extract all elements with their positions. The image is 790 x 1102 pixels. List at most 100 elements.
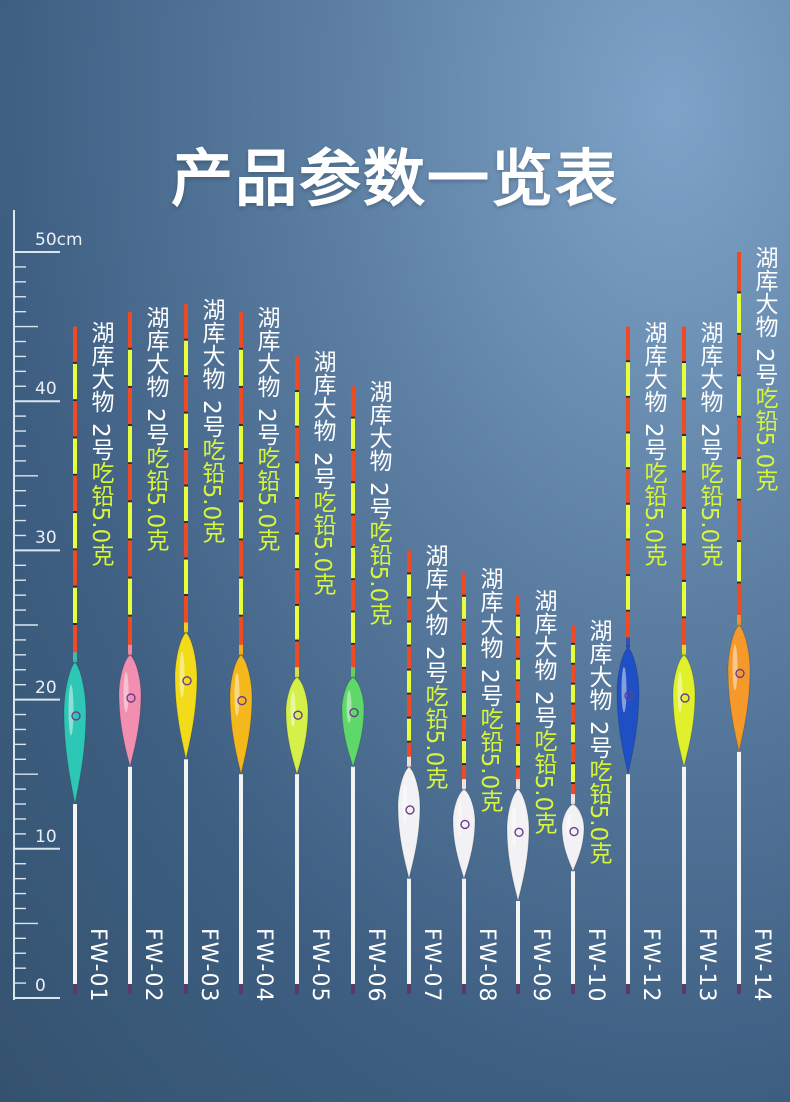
product-description: 湖库大物 2号吃铅5.0克	[365, 380, 391, 625]
float-tip-segment	[516, 638, 520, 660]
float-tip-segment	[184, 595, 188, 633]
float-tip-segment	[462, 668, 466, 693]
float-tip-segment	[184, 413, 188, 451]
float-tip-segment	[73, 438, 77, 476]
float-tip-ring	[626, 360, 630, 363]
spec-weight: 吃铅5.0克	[198, 437, 224, 544]
spec-weight: 吃铅5.0克	[585, 758, 611, 865]
float-stem-end	[407, 984, 411, 994]
float-tip-segment	[626, 504, 630, 541]
float-tip-segment	[128, 387, 132, 427]
float-tip-ring	[184, 593, 188, 596]
product-name: 湖库大物	[751, 246, 777, 338]
spec-weight: 吃铅5.0克	[640, 460, 666, 566]
float-tip-segment	[682, 581, 686, 619]
float-tip-ring	[351, 513, 355, 516]
float-stem-end	[184, 984, 188, 994]
float-tip-ring	[407, 620, 411, 623]
float-tip-segment	[737, 293, 741, 335]
float-body	[174, 631, 198, 760]
float-tip-segment	[295, 427, 299, 464]
float-tip-segment	[682, 618, 686, 655]
float-body	[118, 654, 142, 767]
float-fw-12	[616, 326, 640, 994]
float-tip-segment	[737, 542, 741, 584]
logo-mark	[293, 710, 303, 720]
float-tip-segment	[407, 550, 411, 575]
float-tip-ring	[571, 722, 575, 725]
float-tip-ring	[462, 618, 466, 621]
spec-weight: 吃铅5.0克	[309, 490, 335, 596]
float-tip-ring	[516, 722, 520, 725]
float-tip-segment	[239, 426, 243, 465]
float-fw-01	[63, 326, 87, 994]
float-stem	[626, 774, 630, 994]
float-tip-segment	[571, 664, 575, 685]
float-stem-end	[571, 984, 575, 994]
product-description: 湖库大物 2号吃铅5.0克	[198, 298, 224, 544]
product-spec: 2号吃铅5.0克	[309, 452, 335, 596]
float-tip-ring	[571, 742, 575, 745]
float-tip-segment	[626, 576, 630, 612]
float-fw-07	[397, 550, 421, 994]
float-fw-13	[672, 326, 696, 994]
float-tip-ring	[407, 644, 411, 647]
float-stem	[571, 871, 575, 994]
product-name: 湖库大物	[309, 350, 335, 443]
product-description: 湖库大物 2号吃铅5.0克	[640, 321, 666, 566]
float-tip-ring	[73, 623, 77, 625]
float-tip-segment	[351, 547, 355, 581]
product-model: FW-06	[363, 928, 388, 1003]
float-tip-segment	[516, 595, 520, 617]
float-tip-segment	[239, 616, 243, 655]
product-model: FW-02	[140, 928, 165, 1003]
float-tip-ring	[571, 662, 575, 665]
product-model: FW-01	[85, 928, 110, 1003]
float-tip-ring	[462, 739, 466, 742]
float-highlight	[234, 673, 240, 717]
float-tip-ring	[295, 390, 299, 393]
float-tip-ring	[571, 762, 575, 765]
float-tip-ring	[462, 715, 466, 718]
float-tip-segment	[737, 376, 741, 418]
spec-weight: 吃铅5.0克	[142, 445, 168, 551]
ruler-label: 30	[35, 528, 57, 549]
product-model: FW-10	[583, 928, 608, 1003]
spec-size: 2号	[476, 668, 502, 707]
float-tip-ring	[128, 614, 132, 617]
product-name: 湖库大物	[585, 619, 611, 711]
float-body	[672, 654, 696, 767]
spec-weight: 吃铅5.0克	[253, 445, 279, 551]
float-tip-ring	[737, 415, 741, 418]
float-tip-ring	[682, 506, 686, 509]
spec-size: 2号	[421, 646, 447, 685]
float-tip-ring	[351, 578, 355, 581]
float-tip-ring	[295, 532, 299, 535]
float-tip-segment	[351, 386, 355, 419]
float-tip-segment	[626, 433, 630, 470]
float-tip-segment	[128, 464, 132, 503]
product-spec: 2号吃铅5.0克	[142, 408, 168, 551]
float-tip-ring	[462, 690, 466, 693]
spec-size: 2号	[365, 482, 391, 520]
float-tip-ring	[407, 596, 411, 599]
float-tip-segment	[73, 326, 77, 364]
float-stem-end	[462, 984, 466, 994]
float-tip-base	[462, 779, 466, 790]
spec-size: 2号	[530, 691, 556, 729]
product-description: 湖库大物 2号吃铅5.0克	[87, 321, 113, 566]
float-body	[727, 624, 751, 752]
float-body	[616, 646, 640, 775]
float-tip-segment	[239, 464, 243, 503]
spec-size: 2号	[253, 407, 279, 446]
product-model: FW-05	[307, 928, 332, 1003]
float-stem-end	[737, 984, 741, 994]
float-tip-ring	[239, 424, 243, 427]
float-tip-segment	[351, 418, 355, 451]
float-tip-segment	[351, 612, 355, 645]
float-tip-segment	[128, 349, 132, 388]
product-description: 湖库大物 2号吃铅5.0克	[585, 619, 611, 865]
float-tip-base	[295, 667, 299, 678]
float-tip-ring	[462, 642, 466, 645]
product-description: 湖库大物 2号吃铅5.0克	[421, 544, 447, 789]
